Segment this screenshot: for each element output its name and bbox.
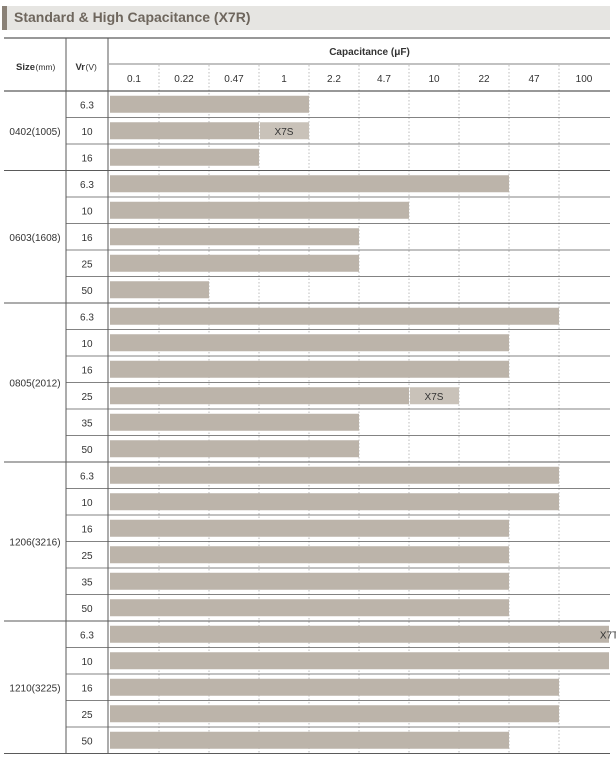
tick-label: 0.1	[127, 74, 141, 85]
vr-label: 50	[81, 286, 93, 297]
vr-label: 16	[81, 153, 93, 164]
capacitance-bar	[110, 334, 509, 352]
size-label: 0402(1005)	[9, 127, 60, 138]
size-label: 1210(3225)	[9, 683, 60, 694]
vr-label: 35	[81, 418, 93, 429]
vr-label: 25	[81, 551, 93, 562]
vr-label: 10	[81, 657, 93, 668]
vr-label: 16	[81, 365, 93, 376]
capacitance-bar	[110, 228, 359, 246]
capacitance-bar	[110, 466, 559, 484]
vr-label: 6.3	[80, 180, 94, 191]
vr-label: 10	[81, 127, 93, 138]
capacitance-bar	[110, 413, 359, 431]
tick-label: 0.22	[174, 74, 194, 85]
page-title: Standard & High Capacitance (X7R)	[14, 9, 251, 25]
capacitance-bar	[110, 678, 559, 696]
size-header-unit: (mm)	[36, 62, 56, 72]
capacitance-bar	[110, 148, 259, 166]
tick-label: 2.2	[327, 74, 341, 85]
capacitance-bar	[110, 652, 609, 670]
size-label: 1206(3216)	[9, 538, 60, 549]
vr-label: 10	[81, 206, 93, 217]
capacitance-bar	[110, 705, 559, 723]
vr-header-unit: (V)	[86, 62, 98, 72]
capacitance-bar	[110, 546, 509, 564]
vr-label: 25	[81, 259, 93, 270]
capacitance-bar	[110, 519, 509, 537]
title-accent-bar	[2, 6, 7, 30]
extension-label: X7S	[425, 392, 444, 403]
capacitance-bar	[110, 307, 559, 325]
capacitance-bar	[110, 254, 359, 272]
capacitance-bar	[110, 95, 309, 113]
capacitance-bar	[110, 201, 409, 219]
vr-label: 50	[81, 736, 93, 747]
vr-label: 10	[81, 339, 93, 350]
vr-label: 25	[81, 710, 93, 721]
tick-label: 10	[428, 74, 440, 85]
vr-label: 50	[81, 445, 93, 456]
tick-label: 0.47	[224, 74, 244, 85]
vr-label: 6.3	[80, 471, 94, 482]
capacitance-bar	[110, 572, 509, 590]
capacitance-bar	[110, 440, 359, 458]
vr-label: 10	[81, 498, 93, 509]
extension-label: X7T	[600, 630, 616, 641]
tick-label: 1	[281, 74, 287, 85]
size-header: Size	[16, 62, 35, 73]
vr-header: Vr	[75, 62, 85, 73]
capacitance-bar	[110, 281, 209, 299]
tick-label: 22	[478, 74, 490, 85]
size-label: 0805(2012)	[9, 379, 60, 390]
vr-label: 16	[81, 524, 93, 535]
vr-label: 6.3	[80, 312, 94, 323]
extension-bar	[410, 387, 459, 405]
capacitance-bar	[110, 360, 509, 378]
extension-bar	[260, 122, 309, 140]
capacitance-axis-title: Capacitance (μF)	[329, 47, 410, 58]
extension-label: X7S	[275, 127, 294, 138]
tick-label: 47	[528, 74, 540, 85]
vr-label: 6.3	[80, 630, 94, 641]
vr-label: 16	[81, 233, 93, 244]
capacitance-bar	[110, 731, 509, 749]
capacitance-bar	[110, 599, 509, 617]
capacitance-bar	[110, 122, 259, 140]
vr-label: 25	[81, 392, 93, 403]
capacitance-bar	[110, 625, 609, 643]
vr-label: 35	[81, 577, 93, 588]
size-label: 0603(1608)	[9, 233, 60, 244]
tick-label: 100	[576, 74, 593, 85]
vr-label: 50	[81, 604, 93, 615]
capacitance-bar	[110, 387, 409, 405]
capacitance-bar	[110, 493, 559, 511]
tick-label: 4.7	[377, 74, 391, 85]
capacitance-bar	[110, 175, 509, 193]
title-bar	[2, 6, 610, 30]
vr-label: 6.3	[80, 100, 94, 111]
vr-label: 16	[81, 683, 93, 694]
